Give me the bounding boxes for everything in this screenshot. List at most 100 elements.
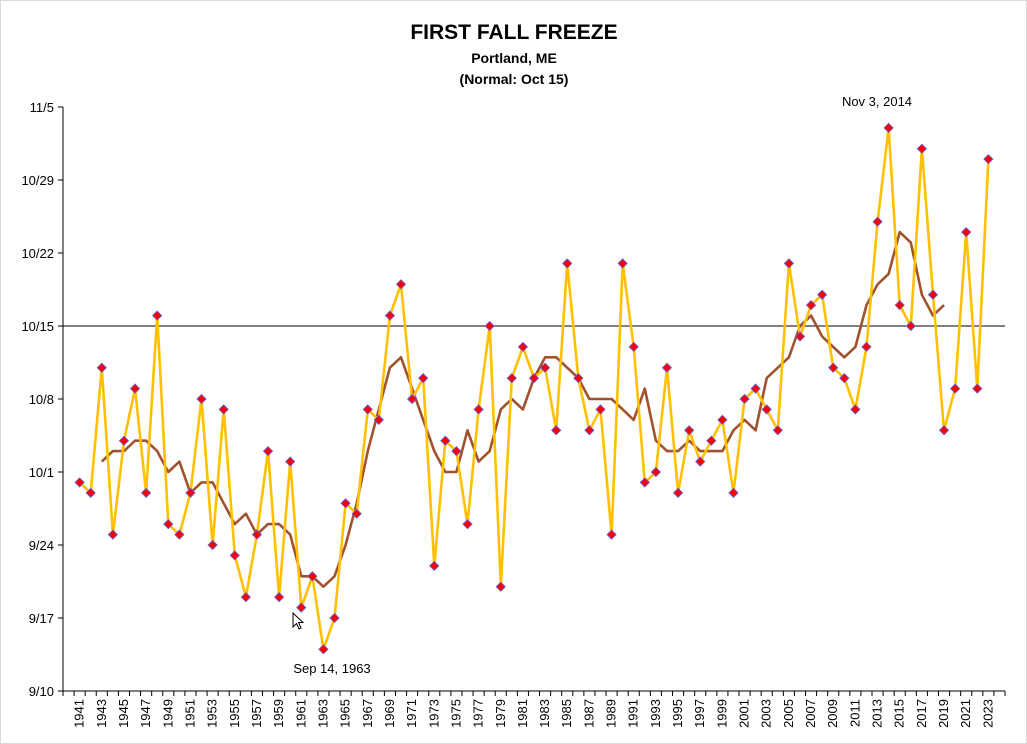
freeze-point-marker — [174, 529, 185, 540]
x-tick-label: 1967 — [360, 699, 375, 728]
x-tick-label: 1969 — [382, 699, 397, 728]
first-freeze-line — [78, 126, 990, 651]
x-tick-label: 2023 — [980, 699, 995, 728]
x-tick-label: 1961 — [293, 699, 308, 728]
marker-layer — [74, 122, 994, 655]
freeze-point-marker — [318, 644, 329, 655]
freeze-point-marker — [362, 404, 373, 415]
x-tick-label: 1971 — [404, 699, 419, 728]
freeze-point-marker — [307, 571, 318, 582]
x-tick-label: 1989 — [604, 699, 619, 728]
y-tick-label: 9/17 — [29, 611, 54, 626]
freeze-point-marker — [506, 373, 517, 384]
x-tick-label: 1947 — [138, 699, 153, 728]
freeze-point-marker — [927, 289, 939, 300]
freeze-point-marker — [329, 612, 340, 624]
freeze-point-marker — [273, 592, 285, 603]
freeze-point-marker — [617, 258, 628, 269]
freeze-point-marker — [129, 383, 141, 394]
freeze-point-marker — [262, 446, 274, 457]
y-axis-ticks: 9/10 9/17 9/24 10/1 10/8 10/15 10/22 10/29 11/5 — [21, 100, 63, 699]
freeze-point-marker — [961, 227, 972, 238]
freeze-point-marker — [639, 477, 650, 488]
x-tick-label: 2001 — [737, 699, 752, 728]
freeze-point-marker — [905, 320, 916, 332]
x-tick-label: 1999 — [714, 699, 729, 728]
freeze-point-marker — [218, 404, 229, 415]
freeze-point-marker — [85, 487, 96, 498]
freeze-point-marker — [340, 498, 351, 509]
first-freeze-layer — [78, 126, 990, 651]
y-tick-label: 10/29 — [21, 173, 54, 188]
x-tick-label: 1991 — [626, 699, 641, 728]
freeze-point-marker — [650, 466, 662, 478]
x-tick-label: 1963 — [315, 699, 330, 728]
freeze-point-marker — [140, 487, 152, 498]
x-tick-label: 2015 — [892, 699, 907, 728]
x-tick-label: 1997 — [692, 699, 707, 728]
freeze-point-marker — [783, 258, 795, 269]
freeze-point-marker — [285, 456, 296, 467]
x-tick-label: 2019 — [936, 699, 951, 728]
chart-subtitle: Portland, ME — [471, 50, 557, 66]
y-tick-label: 10/8 — [29, 392, 54, 407]
x-tick-label: 1953 — [205, 699, 220, 728]
x-tick-label: 1959 — [271, 699, 286, 728]
freeze-point-marker — [185, 487, 196, 498]
freeze-point-marker — [972, 383, 983, 394]
freeze-point-marker — [196, 393, 207, 405]
freeze-point-marker — [794, 331, 806, 342]
freeze-point-marker — [118, 435, 130, 446]
freeze-point-marker — [74, 477, 85, 488]
x-tick-label: 2013 — [870, 699, 885, 728]
freeze-point-marker — [451, 446, 462, 457]
freeze-point-marker — [418, 373, 429, 384]
x-tick-label: 1979 — [493, 699, 508, 728]
x-axis-ticks: 1941 1943 1945 1947 1949 1951 1953 1955 1957 1959… — [62, 691, 1006, 728]
freeze-point-marker — [872, 216, 883, 227]
freeze-point-marker — [440, 435, 451, 446]
x-tick-label: 2017 — [914, 699, 929, 728]
freeze-point-marker — [517, 341, 529, 352]
freeze-point-marker — [584, 425, 595, 436]
annotation-latest: Nov 3, 2014 — [842, 94, 912, 109]
freeze-point-marker — [163, 519, 174, 530]
freeze-point-marker — [495, 581, 506, 592]
freeze-point-marker — [706, 435, 717, 446]
freeze-point-marker — [916, 143, 928, 154]
freeze-point-marker — [595, 404, 606, 415]
freeze-point-marker — [750, 383, 761, 394]
y-tick-label: 11/5 — [30, 100, 54, 115]
freeze-point-marker — [107, 529, 119, 540]
freeze-point-marker — [817, 289, 828, 300]
freeze-point-marker — [772, 425, 783, 436]
x-tick-label: 1951 — [182, 699, 197, 728]
freeze-point-marker — [251, 529, 263, 540]
freeze-point-marker — [240, 592, 251, 603]
freeze-point-marker — [761, 404, 772, 415]
freeze-point-marker — [739, 393, 750, 405]
freeze-point-marker — [539, 362, 551, 373]
freeze-point-marker — [573, 373, 584, 384]
x-tick-label: 1949 — [160, 699, 175, 728]
freeze-point-marker — [484, 320, 495, 332]
x-tick-label: 1981 — [515, 699, 530, 728]
annotation-earliest: Sep 14, 1963 — [293, 661, 370, 676]
freeze-point-marker — [551, 425, 562, 436]
freeze-point-marker — [429, 560, 440, 571]
x-tick-label: 2011 — [847, 699, 862, 727]
y-tick-label: 10/22 — [21, 246, 54, 261]
y-tick-label: 9/10 — [29, 684, 54, 699]
x-tick-label: 1987 — [581, 699, 596, 728]
freeze-point-marker — [938, 425, 950, 436]
x-tick-label: 1941 — [72, 699, 87, 728]
x-tick-label: 2009 — [825, 699, 840, 728]
freeze-point-marker — [528, 373, 540, 384]
freeze-point-marker — [152, 310, 163, 321]
y-tick-label: 10/1 — [29, 465, 54, 480]
freeze-point-marker — [473, 404, 484, 415]
freeze-point-marker — [606, 529, 617, 540]
freeze-point-marker — [805, 300, 817, 311]
freeze-point-marker — [828, 362, 839, 373]
